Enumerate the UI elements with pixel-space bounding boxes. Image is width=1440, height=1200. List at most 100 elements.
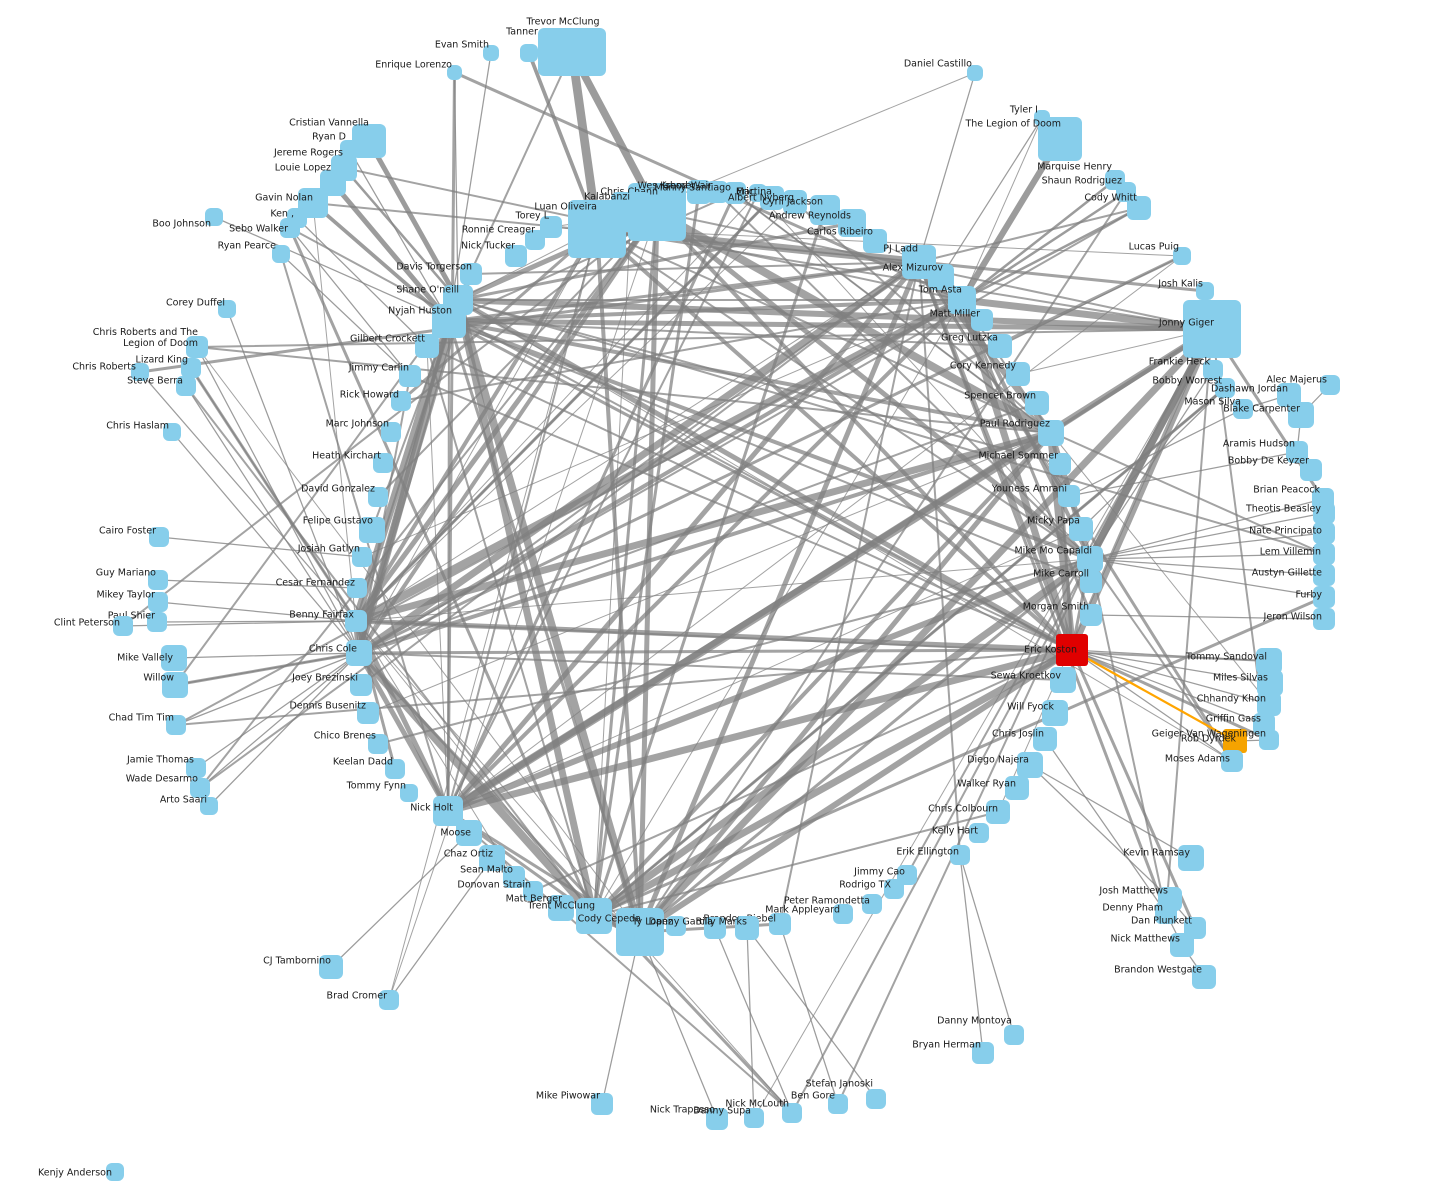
- graph-node[interactable]: [520, 44, 538, 62]
- graph-node[interactable]: [1313, 543, 1335, 565]
- graph-node[interactable]: [1256, 648, 1282, 674]
- graph-node[interactable]: [399, 365, 421, 387]
- graph-node[interactable]: [415, 334, 439, 358]
- graph-node[interactable]: [190, 778, 210, 798]
- graph-node[interactable]: [611, 192, 651, 232]
- graph-node[interactable]: [391, 391, 411, 411]
- graph-node[interactable]: [368, 487, 388, 507]
- graph-node[interactable]: [735, 916, 759, 940]
- graph-node[interactable]: [1313, 502, 1335, 524]
- graph-node[interactable]: [166, 715, 186, 735]
- graph-node[interactable]: [432, 304, 466, 338]
- graph-node[interactable]: [616, 908, 664, 956]
- graph-node[interactable]: [1313, 564, 1335, 586]
- graph-node[interactable]: [1257, 692, 1281, 716]
- graph-node[interactable]: [884, 879, 904, 899]
- graph-node[interactable]: [161, 645, 187, 671]
- graph-node[interactable]: [503, 866, 525, 888]
- graph-node[interactable]: [1049, 453, 1071, 475]
- graph-node[interactable]: [400, 784, 418, 802]
- graph-node[interactable]: [706, 181, 728, 203]
- graph-node[interactable]: [483, 45, 499, 61]
- graph-node[interactable]: [525, 230, 545, 250]
- graph-node[interactable]: [760, 186, 784, 210]
- graph-node[interactable]: [1038, 420, 1064, 446]
- graph-node[interactable]: [1178, 845, 1204, 871]
- graph-node[interactable]: [149, 527, 169, 547]
- graph-node[interactable]: [862, 894, 882, 914]
- graph-node[interactable]: [350, 674, 372, 696]
- graph-node[interactable]: [828, 1094, 848, 1114]
- graph-node[interactable]: [385, 759, 405, 779]
- graph-node[interactable]: [148, 592, 168, 612]
- graph-node[interactable]: [1183, 300, 1241, 358]
- graph-node[interactable]: [218, 300, 236, 318]
- graph-node[interactable]: [1077, 546, 1103, 572]
- graph-node[interactable]: [357, 702, 379, 724]
- graph-node[interactable]: [548, 895, 574, 921]
- graph-node[interactable]: [1006, 362, 1030, 386]
- graph-node[interactable]: [769, 913, 791, 935]
- graph-node[interactable]: [1196, 282, 1214, 300]
- graph-node[interactable]: [1313, 522, 1335, 544]
- graph-node[interactable]: [1005, 776, 1029, 800]
- graph-node[interactable]: [928, 264, 954, 290]
- graph-node[interactable]: [1300, 459, 1322, 481]
- graph-node[interactable]: [1320, 375, 1340, 395]
- graph-node[interactable]: [1050, 667, 1076, 693]
- graph-node[interactable]: [280, 218, 300, 238]
- graph-node[interactable]: [540, 216, 562, 238]
- graph-node[interactable]: [1038, 117, 1082, 161]
- graph-node[interactable]: [1069, 517, 1093, 541]
- graph-node[interactable]: [1017, 752, 1043, 778]
- graph-node[interactable]: [1286, 441, 1308, 463]
- graph-node[interactable]: [346, 640, 372, 666]
- graph-node[interactable]: [576, 898, 612, 934]
- graph-node[interactable]: [456, 820, 482, 846]
- graph-node[interactable]: [345, 610, 367, 632]
- graph-node[interactable]: [523, 881, 543, 901]
- graph-node[interactable]: [347, 578, 367, 598]
- graph-node[interactable]: [538, 28, 606, 76]
- graph-node[interactable]: [971, 309, 993, 331]
- graph-node[interactable]: [163, 423, 181, 441]
- graph-node[interactable]: [447, 65, 462, 80]
- graph-node[interactable]: [1192, 965, 1216, 989]
- graph-node[interactable]: [1033, 727, 1057, 751]
- graph-node[interactable]: [186, 758, 206, 778]
- graph-node[interactable]: [1259, 730, 1279, 750]
- graph-node[interactable]: [1313, 608, 1335, 630]
- graph-node[interactable]: [1288, 402, 1314, 428]
- graph-node[interactable]: [340, 140, 358, 158]
- graph-node[interactable]: [381, 422, 401, 442]
- graph-node[interactable]: [706, 1108, 728, 1130]
- graph-node[interactable]: [1221, 750, 1243, 772]
- graph-node[interactable]: [724, 182, 746, 204]
- graph-node[interactable]: [1233, 399, 1253, 419]
- graph-node[interactable]: [666, 916, 686, 936]
- graph-node[interactable]: [969, 823, 989, 843]
- graph-node-selected[interactable]: [1056, 634, 1088, 666]
- graph-node[interactable]: [1155, 902, 1177, 924]
- graph-node[interactable]: [988, 334, 1012, 358]
- graph-node[interactable]: [1215, 378, 1235, 398]
- graph-node[interactable]: [1127, 196, 1151, 220]
- graph-node[interactable]: [1042, 700, 1068, 726]
- graph-node[interactable]: [1080, 571, 1102, 593]
- graph-node[interactable]: [591, 1093, 613, 1115]
- graph-node[interactable]: [1025, 391, 1049, 415]
- graph-node[interactable]: [181, 358, 201, 378]
- graph-node[interactable]: [782, 1103, 802, 1123]
- graph-node[interactable]: [205, 208, 223, 226]
- graph-node[interactable]: [186, 336, 208, 358]
- graph-node[interactable]: [810, 195, 840, 225]
- graph-node[interactable]: [704, 917, 726, 939]
- graph-node-target[interactable]: [1223, 729, 1247, 753]
- graph-node[interactable]: [479, 845, 505, 871]
- graph-node[interactable]: [833, 904, 853, 924]
- graph-node[interactable]: [319, 955, 343, 979]
- graph-node[interactable]: [113, 616, 133, 636]
- graph-node[interactable]: [505, 245, 527, 267]
- graph-node[interactable]: [986, 800, 1010, 824]
